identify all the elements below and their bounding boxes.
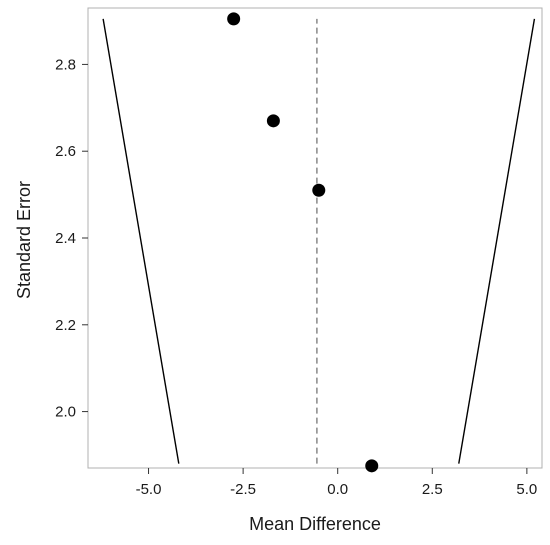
x-axis-title: Mean Difference [249,514,381,534]
y-tick-label: 2.6 [55,143,76,160]
x-tick-label: 2.5 [422,481,443,498]
study-point-2 [312,183,326,197]
y-tick-label: 2.0 [55,404,76,421]
x-tick-label: -2.5 [230,481,256,498]
study-point-4 [227,12,241,26]
marks-layer [102,12,536,473]
y-axis-title: Standard Error [14,181,34,299]
study-point-1 [365,459,379,473]
x-tick-label: -5.0 [136,481,162,498]
ticks-layer: -5.0 -2.5 0.0 2.5 5.0 2.0 2.2 2.4 2.6 2.8 [55,56,537,498]
y-tick-label: 2.4 [55,230,76,247]
x-tick-label: 0.0 [327,481,348,498]
funnel-line-left [102,18,180,464]
funnel-line-right [458,18,536,464]
y-tick-label: 2.8 [55,56,76,73]
x-tick-label: 5.0 [516,481,537,498]
plot-frame [87,7,543,469]
study-point-3 [266,114,280,128]
y-tick-label: 2.2 [55,317,76,334]
